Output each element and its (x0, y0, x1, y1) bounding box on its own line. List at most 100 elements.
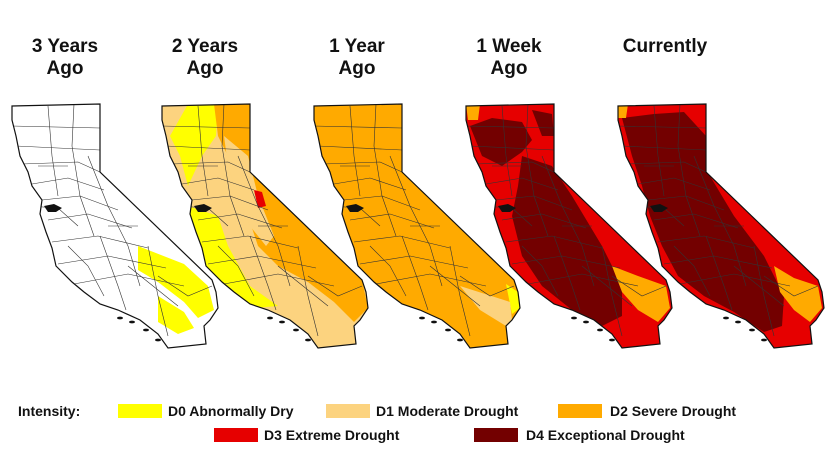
county-line (201, 235, 299, 249)
bay-area (44, 204, 62, 212)
county-line (197, 213, 283, 229)
state-outline (161, 103, 369, 349)
county-line (181, 177, 255, 191)
channel-island (279, 320, 285, 324)
channel-island (571, 316, 577, 320)
bay-area (650, 204, 668, 212)
county-line (459, 275, 515, 297)
channel-island (583, 320, 589, 324)
county-line (147, 245, 169, 337)
region-d2-southeast (612, 266, 670, 322)
county-line (221, 104, 245, 237)
california-map-1-week-ago (465, 103, 673, 349)
channel-island (749, 328, 755, 332)
channel-island (609, 338, 615, 342)
county-line (401, 235, 429, 311)
region-d0-south (158, 296, 194, 334)
county-line (663, 255, 773, 269)
county-line (71, 104, 95, 237)
county-line (31, 177, 105, 191)
state-outline (465, 103, 673, 349)
channel-island (457, 338, 463, 342)
region-d2-east (214, 104, 368, 322)
legend-intensity-label: Intensity: (18, 403, 81, 419)
bay-area (194, 204, 212, 212)
county-line (485, 177, 559, 191)
region-d2-southeast (774, 266, 822, 322)
county-line (323, 161, 403, 173)
county-line (469, 145, 555, 151)
county-line (99, 235, 127, 311)
channel-island (143, 328, 149, 332)
county-line (501, 213, 587, 229)
county-line (505, 235, 603, 249)
legend-swatch-d1 (326, 404, 370, 418)
county-line (429, 265, 481, 307)
county-line (611, 275, 667, 297)
county-line (349, 213, 435, 229)
county-line (521, 245, 559, 297)
legend-swatch-d2 (558, 404, 602, 418)
county-line (73, 273, 185, 287)
county-line (67, 245, 105, 297)
county-line (307, 275, 363, 297)
county-line (753, 245, 775, 337)
panel-title-3-years-ago: 3 Years Ago (31, 36, 99, 79)
legend-swatch-d4 (474, 428, 518, 442)
bay-area (498, 204, 516, 212)
county-line (21, 161, 101, 173)
county-line (217, 245, 255, 297)
channel-island (723, 316, 729, 320)
region-d0-coast (188, 206, 278, 308)
legend-swatch-d3 (214, 428, 258, 442)
county-line (733, 265, 785, 307)
channel-island (597, 328, 603, 332)
county-line (657, 235, 755, 249)
region-d1-south (460, 286, 512, 326)
california-map-3-years-ago (11, 103, 219, 349)
region-d0-southeast (138, 246, 214, 318)
county-line (673, 245, 711, 297)
county-line (162, 125, 251, 129)
county-line (197, 105, 209, 197)
county-line (47, 105, 59, 197)
channel-island (761, 338, 767, 342)
county-line (314, 125, 403, 129)
panel-title-currently: Currently (622, 36, 708, 57)
county-line (165, 145, 251, 151)
county-line (553, 235, 581, 311)
county-line (679, 273, 791, 287)
county-line (677, 104, 701, 237)
legend-text-d2: D2 Severe Drought (610, 403, 737, 419)
channel-island (155, 338, 161, 342)
county-line (501, 105, 513, 197)
county-line (369, 245, 407, 297)
panel-title-2-years-ago: 2 Years Ago (171, 36, 239, 79)
county-line (57, 255, 167, 269)
channel-island (293, 328, 299, 332)
region-d2-corner (466, 104, 480, 120)
channel-island (117, 316, 123, 320)
county-line (637, 177, 711, 191)
region-d4-central (512, 156, 622, 326)
county-line (763, 275, 819, 297)
legend-text-d4: D4 Exceptional Drought (526, 427, 685, 443)
region-d4-ne (532, 110, 554, 136)
county-line (466, 125, 555, 129)
county-line (618, 125, 707, 129)
county-line (375, 273, 487, 287)
state-outline (11, 103, 219, 349)
california-map-1-year-ago (313, 103, 521, 349)
region-d0-se-edge (506, 284, 520, 314)
county-line (581, 265, 633, 307)
legend-text-d3: D3 Extreme Drought (264, 427, 400, 443)
county-line (349, 105, 361, 197)
panel-title-1-year-ago: 1 Year Ago (329, 36, 385, 79)
county-line (15, 145, 101, 151)
bay-area (346, 204, 364, 212)
county-line (333, 177, 407, 191)
county-line (705, 235, 733, 311)
region-d1-valley (224, 136, 274, 246)
county-line (653, 105, 665, 197)
county-line (627, 161, 707, 173)
